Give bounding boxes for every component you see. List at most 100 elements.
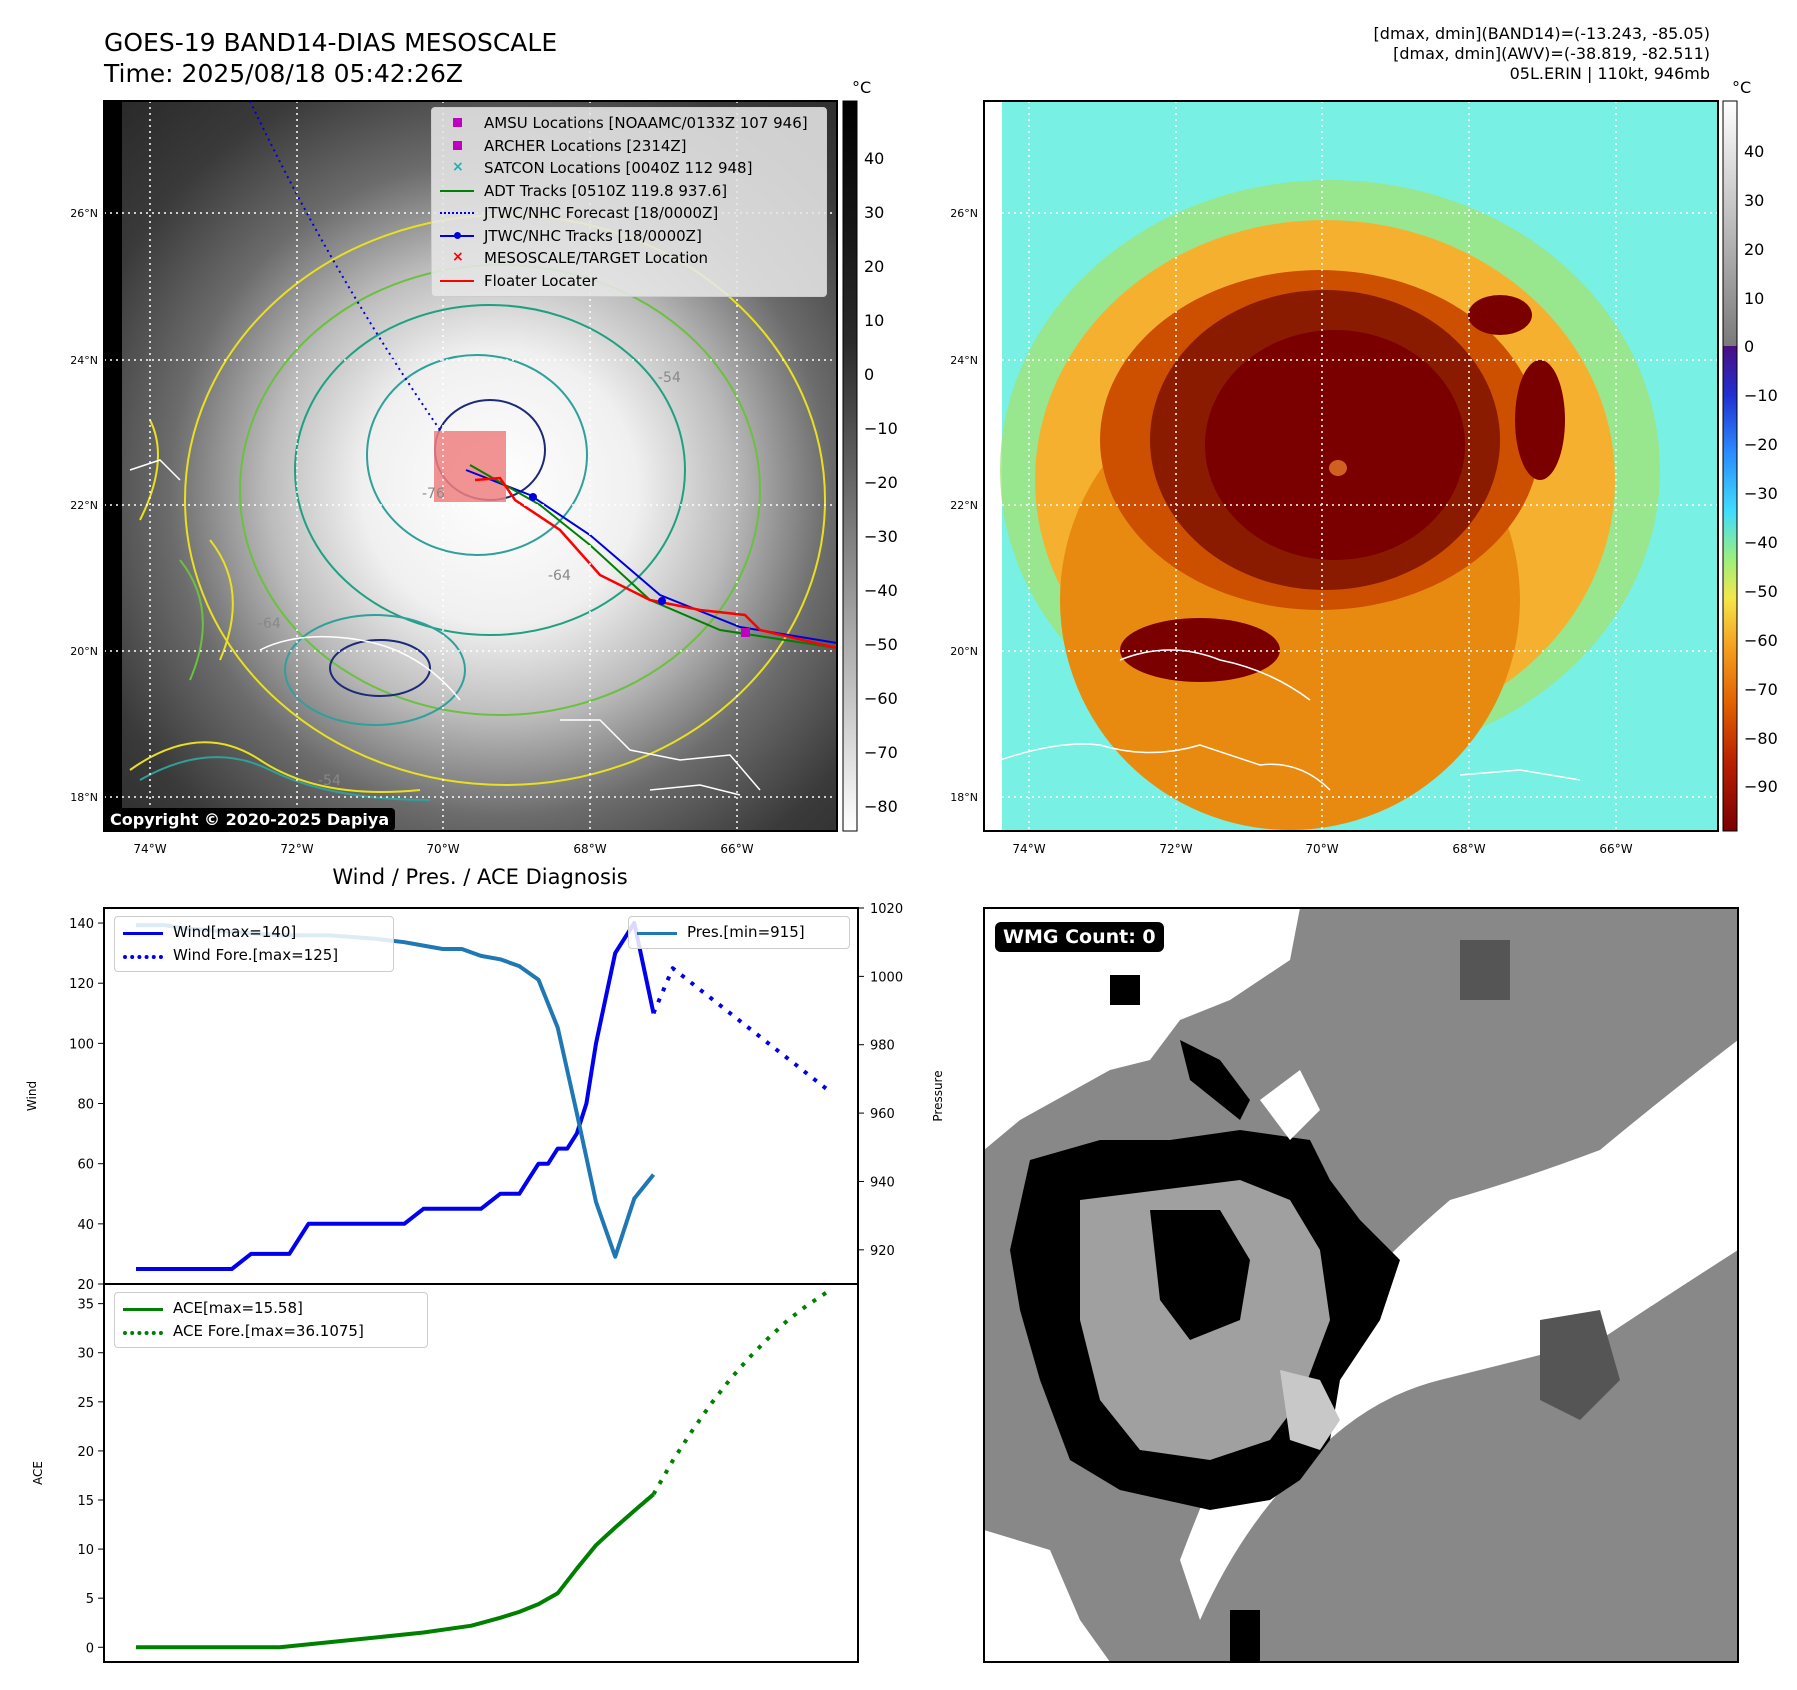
wind-y-ticks: 20 40 60 80 100 120 140 bbox=[69, 917, 104, 1293]
colorbar-tick: −80 bbox=[864, 797, 898, 816]
jtwc-track-point bbox=[529, 493, 537, 501]
legend-entry-jtwc-tracks: JTWC/NHC Tracks [18/0000Z] bbox=[440, 225, 818, 248]
awv-colorbar-bottom bbox=[1723, 346, 1737, 831]
awv-coastline-cuba bbox=[1119, 649, 1311, 701]
diagnosis-title: Wind / Pres. / ACE Diagnosis bbox=[332, 865, 628, 889]
colorbar-tick: −50 bbox=[864, 635, 898, 654]
awv-gridlines bbox=[984, 101, 1718, 831]
wmg-white-nw bbox=[984, 908, 1300, 1150]
y-tick-label: 10 bbox=[77, 1543, 94, 1558]
colorbar-tick: 30 bbox=[864, 203, 884, 222]
coastline-hispaniola bbox=[560, 719, 761, 791]
ir-map-frame bbox=[103, 100, 838, 832]
lon-label: 70°W bbox=[426, 842, 459, 856]
figure-title: GOES-19 BAND14-DIAS MESOSCALE Time: 2025… bbox=[104, 27, 557, 89]
legend-entry-ace-forecast: ACE Fore.[max=36.1075] bbox=[123, 1320, 419, 1343]
wmg-count-badge: WMG Count: 0 bbox=[995, 922, 1164, 952]
track-markers bbox=[529, 493, 750, 637]
awv-colorbar-top bbox=[1723, 101, 1737, 346]
y-tick-label: 20 bbox=[77, 1278, 94, 1293]
line-icon bbox=[440, 184, 474, 198]
square-marker-icon bbox=[440, 139, 474, 153]
y-tick-label: 0 bbox=[86, 1641, 94, 1656]
y-tick-label: 30 bbox=[77, 1347, 94, 1362]
legend-entry-jtwc-forecast: JTWC/NHC Forecast [18/0000Z] bbox=[440, 202, 818, 225]
awv-coastlines bbox=[999, 743, 1581, 791]
legend-label: Wind[max=140] bbox=[173, 923, 297, 941]
ir-colorbar-ticks: 40 30 20 10 0 −10 −20 −30 −40 −50 −60 −7… bbox=[864, 149, 898, 816]
legend-label: ACE[max=15.58] bbox=[173, 1299, 303, 1317]
line-icon bbox=[637, 926, 677, 940]
y-tick-label: 35 bbox=[77, 1298, 94, 1313]
awv-cdo bbox=[1205, 330, 1465, 560]
awv-ne-cell bbox=[1468, 295, 1532, 335]
colorbar-tick: −20 bbox=[1744, 435, 1778, 454]
colorbar-tick: −30 bbox=[864, 527, 898, 546]
pressure-axis-label: Pressure bbox=[931, 1070, 945, 1121]
contour-west-3 bbox=[179, 559, 204, 681]
awv-lon-labels: 74°W 72°W 70°W 68°W 66°W bbox=[1012, 842, 1632, 856]
ace-y-ticks: 0 5 10 15 20 25 30 35 bbox=[77, 1298, 104, 1656]
colorbar-tick: −50 bbox=[1744, 582, 1778, 601]
map-legend: AMSU Locations [NOAAMC/0133Z 107 946] AR… bbox=[431, 107, 827, 297]
wmg-frame bbox=[983, 907, 1739, 1663]
lat-label: 20°N bbox=[950, 645, 978, 658]
lon-label: 68°W bbox=[1452, 842, 1485, 856]
colorbar-tick: −80 bbox=[1744, 729, 1778, 748]
jtwc-best-track bbox=[465, 469, 837, 644]
lat-label: 22°N bbox=[950, 499, 978, 512]
contour-west bbox=[139, 419, 159, 521]
colorbar-tick: 0 bbox=[1744, 337, 1754, 356]
legend-label: JTWC/NHC Forecast [18/0000Z] bbox=[484, 204, 719, 222]
awv-colorbar-ticks: 40 30 20 10 0 −10 −20 −30 −40 −50 −60 −7… bbox=[1744, 142, 1778, 796]
contour-label: -64 bbox=[258, 616, 281, 632]
legend-entry-ace: ACE[max=15.58] bbox=[123, 1297, 419, 1320]
adt-track bbox=[469, 464, 837, 649]
pressure-legend: Pres.[min=915] bbox=[628, 916, 850, 949]
legend-entry-wind: Wind[max=140] bbox=[123, 921, 385, 944]
lon-label: 70°W bbox=[1305, 842, 1338, 856]
colorbar-tick: −20 bbox=[864, 473, 898, 492]
line-icon bbox=[123, 926, 163, 940]
lon-label: 74°W bbox=[133, 842, 166, 856]
coastline-cuba bbox=[259, 635, 461, 701]
legend-label: ACE Fore.[max=36.1075] bbox=[173, 1322, 364, 1340]
colorbar-tick: 0 bbox=[864, 365, 874, 384]
awv-map-panel: 26°N 24°N 22°N 20°N 18°N 74°W 72°W 70°W … bbox=[950, 100, 1778, 856]
awv-lat-labels: 26°N 24°N 22°N 20°N 18°N bbox=[950, 207, 978, 804]
legend-entry-adt: ADT Tracks [0510Z 119.8 937.6] bbox=[440, 180, 818, 203]
line-icon bbox=[123, 1302, 163, 1316]
legend-label: ARCHER Locations [2314Z] bbox=[484, 136, 687, 155]
colorbar-tick: 20 bbox=[864, 257, 884, 276]
stats-line-1: [dmax, dmin](BAND14)=(-13.243, -85.05) bbox=[1373, 24, 1710, 43]
series-line-ace bbox=[136, 1492, 655, 1650]
legend-entry-target: × MESOSCALE/TARGET Location bbox=[440, 247, 818, 270]
lat-label: 24°N bbox=[70, 354, 98, 367]
awv-missing-strip bbox=[984, 101, 1002, 831]
contour-label: -54 bbox=[658, 370, 681, 386]
lat-label: 24°N bbox=[950, 354, 978, 367]
legend-label: Wind Fore.[max=125] bbox=[173, 946, 339, 964]
colorbar-tick: 40 bbox=[1744, 142, 1764, 161]
legend-label: ADT Tracks [0510Z 119.8 937.6] bbox=[484, 181, 728, 200]
colorbar-tick: −90 bbox=[1744, 777, 1778, 796]
y-tick-label: 15 bbox=[77, 1494, 94, 1509]
stats-line-2: [dmax, dmin](AWV)=(-38.819, -82.511) bbox=[1393, 44, 1710, 63]
dotted-line-icon bbox=[123, 949, 163, 963]
colorbar-tick: 20 bbox=[1744, 240, 1764, 259]
lat-label: 18°N bbox=[950, 791, 978, 804]
legend-label: MESOSCALE/TARGET Location bbox=[484, 249, 709, 267]
contour-west-2 bbox=[209, 539, 234, 661]
colorbar-tick: 10 bbox=[864, 311, 884, 330]
lon-label: 68°W bbox=[573, 842, 606, 856]
wmg-black-cell bbox=[1230, 1610, 1260, 1662]
colorbar-tick: −70 bbox=[864, 743, 898, 762]
y-tick-label: 100 bbox=[69, 1037, 94, 1052]
legend-label: Floater Locater bbox=[484, 271, 598, 290]
y-tick-label: 60 bbox=[77, 1158, 94, 1173]
wind-axis-label: Wind bbox=[25, 1081, 39, 1111]
contour-label: -64 bbox=[548, 568, 571, 584]
y-tick-label-right: 980 bbox=[870, 1039, 895, 1054]
wmg-black-cell bbox=[1110, 975, 1140, 1005]
legend-entry-archer: ARCHER Locations [2314Z] bbox=[440, 135, 818, 158]
